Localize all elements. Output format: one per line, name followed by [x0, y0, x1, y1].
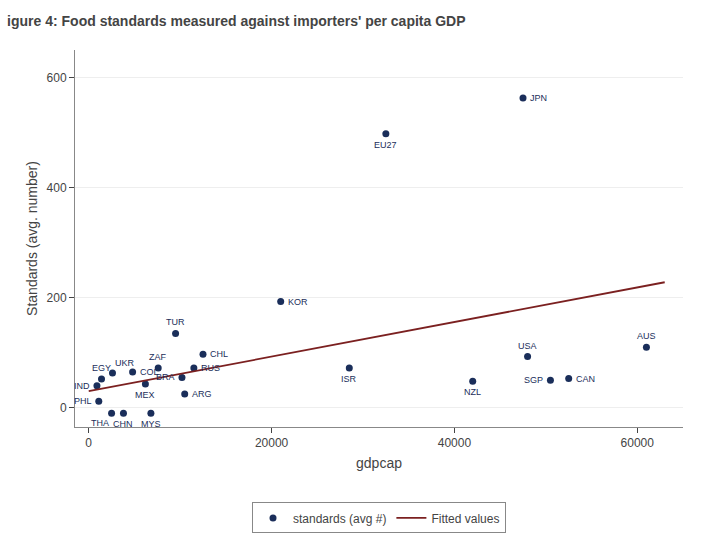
- svg-text:600: 600: [47, 71, 67, 85]
- svg-text:400: 400: [47, 181, 67, 195]
- svg-text:USA: USA: [518, 341, 537, 351]
- svg-text:Standards (avg. number): Standards (avg. number): [24, 161, 40, 316]
- svg-text:SGP: SGP: [524, 375, 543, 385]
- svg-text:CHN: CHN: [113, 419, 133, 429]
- svg-text:AUS: AUS: [637, 331, 656, 341]
- svg-text:200: 200: [47, 291, 67, 305]
- svg-text:Fitted values: Fitted values: [431, 512, 499, 526]
- svg-text:ARG: ARG: [192, 389, 212, 399]
- svg-text:UKR: UKR: [115, 358, 135, 368]
- svg-text:BRA: BRA: [156, 372, 175, 382]
- svg-text:RUS: RUS: [201, 363, 220, 373]
- svg-text:EU27: EU27: [374, 140, 397, 150]
- svg-text:CHL: CHL: [210, 349, 228, 359]
- svg-text:TUR: TUR: [166, 317, 185, 327]
- svg-text:NZL: NZL: [464, 387, 481, 397]
- svg-text:ISR: ISR: [341, 374, 357, 384]
- svg-text:KOR: KOR: [288, 297, 308, 307]
- svg-text:MYS: MYS: [141, 419, 161, 429]
- svg-text:PHL: PHL: [74, 396, 92, 406]
- svg-text:40000: 40000: [438, 436, 472, 450]
- svg-text:JPN: JPN: [530, 93, 547, 103]
- svg-text:CAN: CAN: [576, 374, 595, 384]
- svg-text:20000: 20000: [255, 436, 289, 450]
- svg-text:IND: IND: [74, 381, 90, 391]
- svg-text:standards (avg #): standards (avg #): [293, 512, 386, 526]
- svg-text:0: 0: [60, 401, 67, 415]
- svg-text:igure 4: Food standards measur: igure 4: Food standards measured against…: [7, 13, 465, 29]
- svg-text:COL: COL: [140, 367, 159, 377]
- svg-text:60000: 60000: [621, 436, 655, 450]
- svg-text:THA: THA: [91, 418, 109, 428]
- svg-text:EGY: EGY: [92, 363, 111, 373]
- svg-text:ZAF: ZAF: [149, 352, 167, 362]
- svg-text:0: 0: [85, 436, 92, 450]
- svg-text:MEX: MEX: [135, 390, 155, 400]
- svg-text:gdpcap: gdpcap: [356, 455, 402, 471]
